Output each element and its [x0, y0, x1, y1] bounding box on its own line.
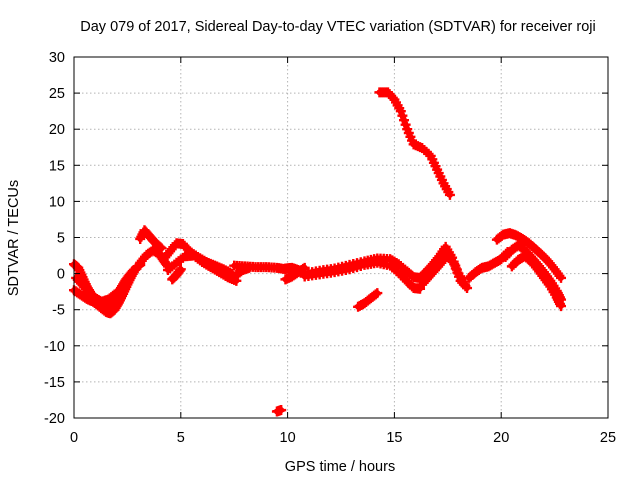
series-arc-23 — [506, 251, 567, 312]
x-axis-label: GPS time / hours — [285, 459, 395, 475]
x-tick-label: 25 — [600, 430, 616, 446]
series-arc-11 — [271, 405, 287, 417]
y-tick-label: 25 — [49, 86, 65, 102]
data-point — [175, 264, 186, 275]
series-arc-21 — [491, 228, 567, 283]
data-point — [556, 272, 567, 283]
y-tick-label: 15 — [49, 158, 65, 174]
series-arc-02 — [69, 259, 146, 319]
y-tick-label: 0 — [57, 267, 65, 283]
axis-ticks: 0 5 10 15 20 25 -20 -15 -10 -5 0 5 10 15 20 25 30 — [44, 50, 616, 446]
x-tick-label: 5 — [177, 430, 185, 446]
data-point — [244, 262, 255, 273]
data-point — [444, 189, 455, 200]
data-point — [462, 283, 473, 294]
data-point — [460, 281, 471, 292]
series-arc-03 — [71, 272, 126, 307]
series-arc-19 — [417, 249, 473, 294]
y-tick-label: -15 — [44, 375, 65, 391]
x-tick-label: 20 — [493, 430, 509, 446]
y-tick-label: 10 — [49, 194, 65, 210]
data-point — [556, 301, 567, 312]
data-point — [370, 289, 381, 300]
chart-title: Day 079 of 2017, Sidereal Day-to-day VTE… — [80, 19, 596, 35]
grid — [74, 57, 608, 418]
y-tick-label: 30 — [49, 50, 65, 66]
series-arc-17 — [374, 87, 455, 200]
series-arc-04 — [135, 225, 167, 254]
data-series — [69, 87, 567, 417]
data-point — [276, 405, 287, 416]
y-axis-label: SDTVAR / TECUs — [6, 180, 22, 296]
series-arc-08 — [167, 264, 186, 285]
y-tick-label: -20 — [44, 411, 65, 427]
x-tick-label: 10 — [280, 430, 296, 446]
series-arc-16 — [353, 288, 383, 312]
series-arc-10 — [231, 262, 255, 281]
y-tick-label: 5 — [57, 231, 65, 247]
series-arc-07 — [162, 250, 242, 286]
data-point — [115, 285, 126, 296]
x-tick-label: 15 — [386, 430, 402, 446]
series-arc-15 — [299, 257, 426, 294]
data-point — [372, 288, 383, 299]
y-tick-label: -10 — [44, 339, 65, 355]
x-tick-label: 0 — [70, 430, 78, 446]
y-tick-label: -5 — [52, 303, 65, 319]
y-tick-label: 20 — [49, 122, 65, 138]
